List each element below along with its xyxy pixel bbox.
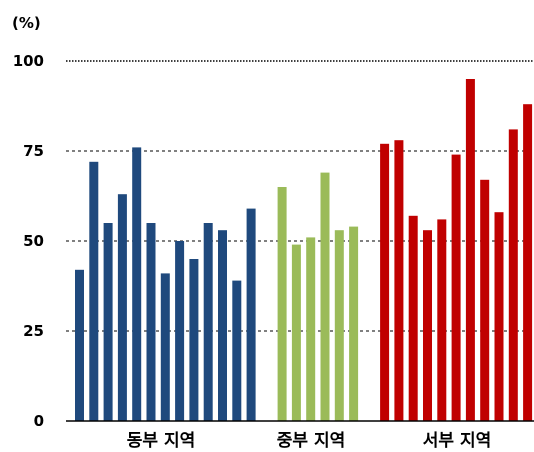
bar-2-1 — [277, 187, 287, 421]
bar-1-11 — [218, 230, 227, 421]
bar-1-8 — [175, 241, 185, 421]
bar-1-10 — [203, 223, 213, 421]
y-unit-label: (%) — [12, 14, 41, 32]
bar-1-13 — [246, 208, 256, 421]
bar-3-2 — [394, 140, 404, 421]
bar-3-1 — [380, 143, 390, 422]
bar-2-6 — [349, 226, 359, 421]
bar-1-3 — [103, 223, 113, 421]
group-label-3: 서부 지역 — [423, 431, 491, 451]
group-labels: 동부 지역 중부 지역 서부 지역 — [127, 431, 491, 451]
y-axis-ticks: 0 25 50 75 100 — [13, 52, 44, 430]
bar-3-3 — [408, 215, 418, 421]
group-label-2: 중부 지역 — [277, 431, 345, 451]
bar-3-6 — [451, 154, 461, 421]
bar-2-5 — [334, 230, 344, 421]
bar-3-4 — [423, 230, 432, 421]
bar-3-8 — [480, 179, 490, 421]
bar-1-4 — [117, 194, 127, 421]
bar-3-5 — [437, 219, 447, 421]
group-label-1: 동부 지역 — [127, 431, 195, 451]
bar-2-3 — [306, 237, 316, 421]
y-tick-label: 0 — [34, 412, 44, 430]
bar-1-7 — [160, 273, 170, 421]
y-tick-label: 25 — [23, 322, 44, 340]
y-tick-label: 50 — [23, 232, 44, 250]
y-tick-label: 100 — [13, 52, 44, 70]
bar-2-4 — [320, 172, 330, 421]
bar-3-9 — [494, 212, 504, 421]
bar-3-11 — [523, 104, 533, 421]
bar-1-12 — [232, 280, 242, 421]
bar-1-5 — [132, 147, 142, 421]
bar-1-6 — [146, 223, 156, 421]
bars — [75, 79, 533, 422]
bar-2-2 — [291, 244, 301, 421]
bar-3-7 — [465, 79, 475, 421]
bar-1-2 — [89, 161, 99, 422]
bar-1-9 — [189, 259, 199, 421]
bar-3-10 — [508, 129, 518, 421]
bar-1-1 — [75, 269, 84, 421]
y-tick-label: 75 — [23, 142, 44, 160]
